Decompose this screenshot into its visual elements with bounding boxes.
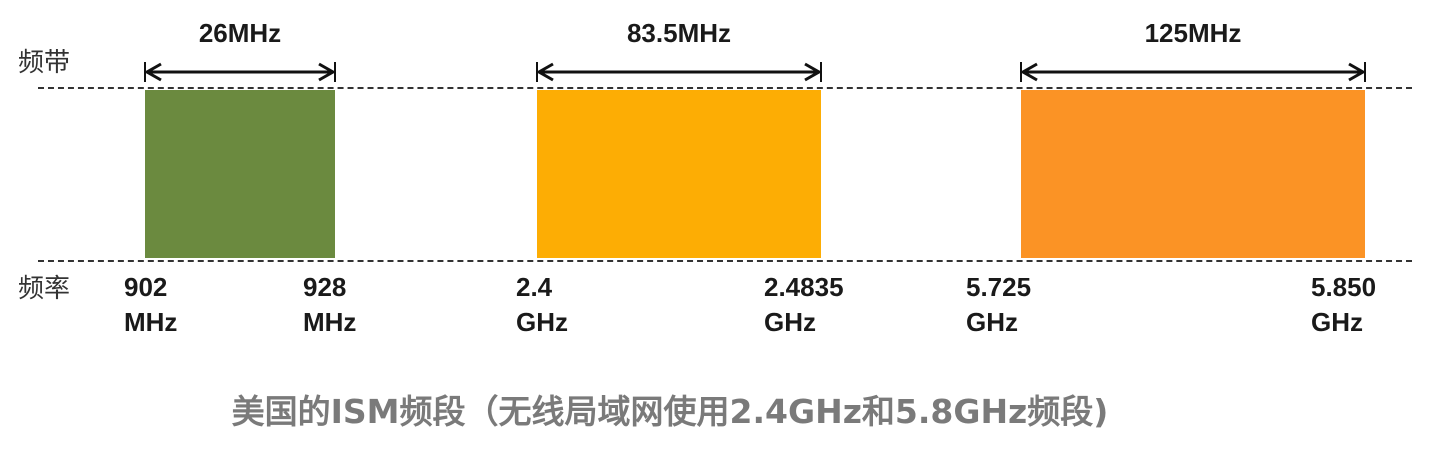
band-3-end-freq: 5.850 GHz [1311,272,1377,337]
band-row-label: 频带 [18,48,71,78]
band-3-bandwidth-label: 125MHz [1144,18,1242,48]
band-3-width-arrow [1019,62,1367,82]
top-dashed-line [38,87,1412,89]
band-1-bandwidth-label: 26MHz [198,18,282,48]
band-2-start-freq: 2.4 GHz [516,272,568,337]
band-3-block [1021,90,1365,258]
bottom-dashed-line [38,260,1412,262]
band-1-end-freq: 928 MHz [303,272,357,337]
band-2-width-arrow [535,62,823,82]
frequency-row-label: 频率 [18,274,71,304]
band-1-width-arrow [143,62,337,82]
band-2-end-freq: 2.4835 GHz [764,272,844,337]
band-3-start-freq: 5.725 GHz [966,272,1032,337]
figure-caption: 美国的ISM频段（无线局域网使用2.4GHz和5.8GHz频段) [231,392,1109,431]
band-2-block [537,90,821,258]
band-1-start-freq: 902 MHz [124,272,178,337]
band-1-block [145,90,335,258]
band-2-bandwidth-label: 83.5MHz [626,18,732,48]
